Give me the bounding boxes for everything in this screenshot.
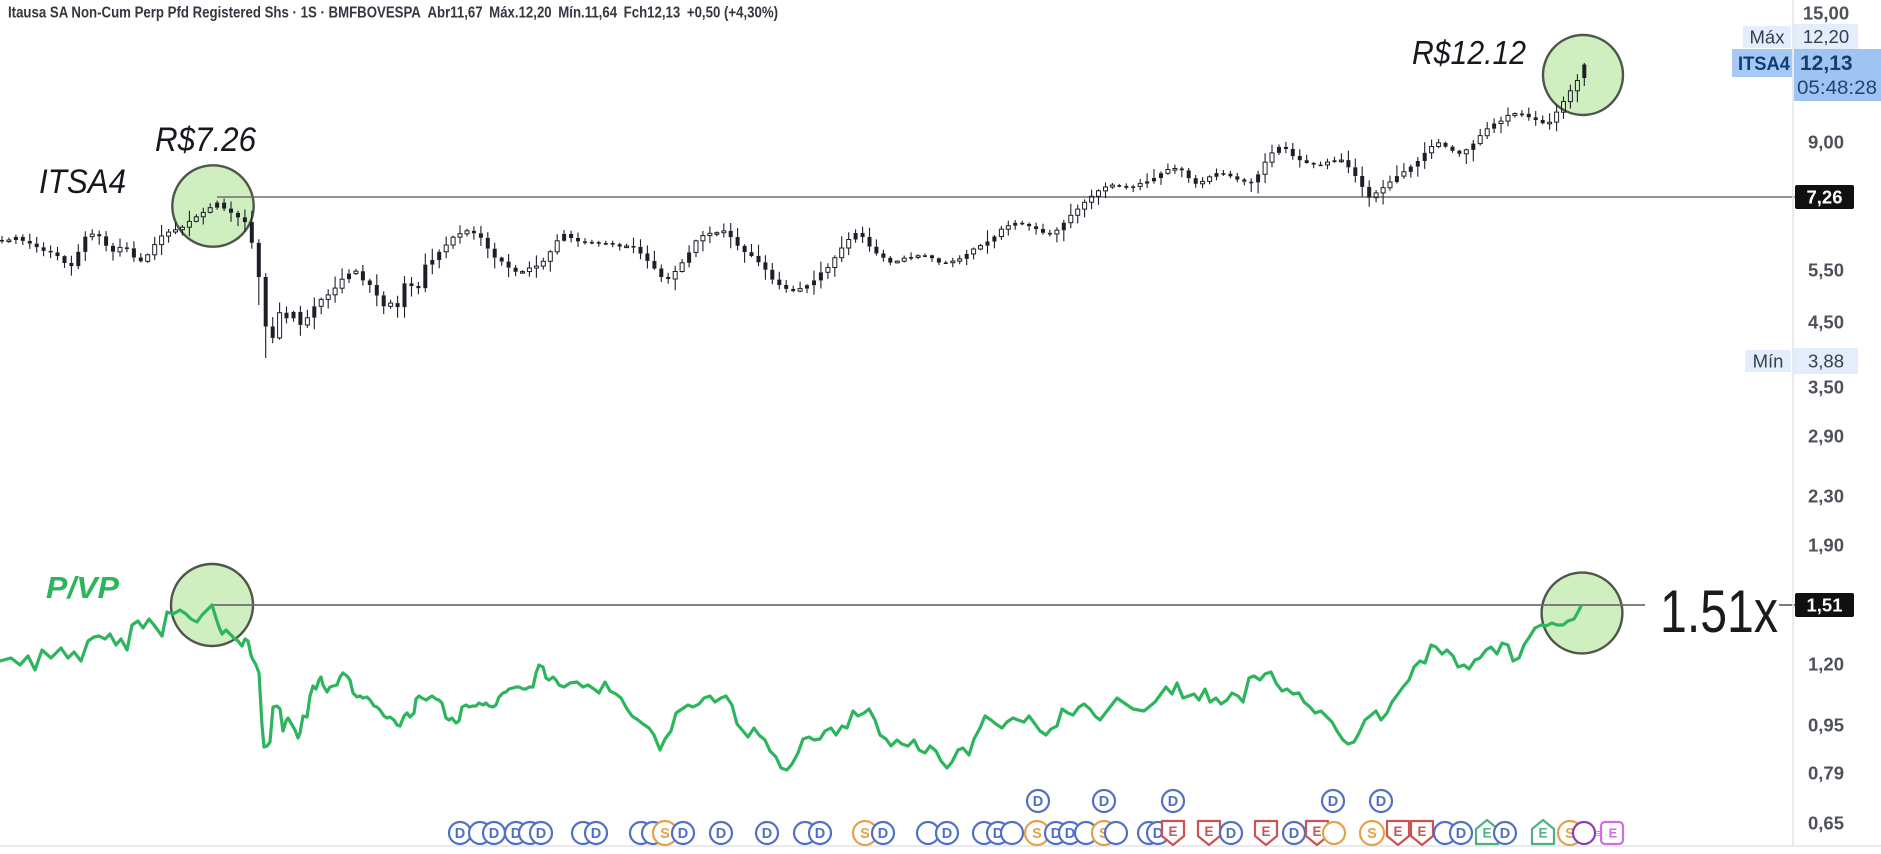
svg-text:D: D [511, 826, 521, 842]
svg-text:12,13: 12,13 [1800, 52, 1853, 75]
svg-text:D: D [1328, 794, 1338, 810]
svg-text:9,00: 9,00 [1808, 132, 1844, 153]
svg-text:D: D [1065, 826, 1075, 842]
svg-text:E: E [1204, 824, 1213, 839]
svg-text:ITSA4: ITSA4 [1738, 54, 1790, 75]
svg-text:0,79: 0,79 [1808, 763, 1844, 784]
svg-text:D: D [1500, 826, 1510, 842]
svg-text:E: E [1261, 824, 1270, 839]
svg-text:7,26: 7,26 [1806, 187, 1842, 208]
svg-text:D: D [1376, 794, 1386, 810]
svg-text:Máx: Máx [1750, 27, 1786, 48]
svg-text:S: S [660, 826, 670, 842]
svg-text:D: D [716, 826, 726, 842]
svg-text:D: D [455, 826, 465, 842]
svg-text:E: E [1312, 824, 1321, 839]
svg-text:S: S [1032, 826, 1042, 842]
svg-text:E: E [1168, 824, 1177, 839]
svg-text:2,90: 2,90 [1808, 426, 1844, 447]
svg-text:D: D [1226, 826, 1236, 842]
svg-text:D: D [1168, 794, 1178, 810]
svg-text:Itausa SA Non-Cum Perp Pfd Reg: Itausa SA Non-Cum Perp Pfd Registered Sh… [8, 5, 778, 22]
svg-text:S: S [860, 826, 870, 842]
svg-text:0,65: 0,65 [1808, 813, 1844, 834]
svg-text:R$7.26: R$7.26 [155, 121, 256, 159]
svg-text:Mín: Mín [1753, 351, 1784, 372]
svg-text:4,50: 4,50 [1808, 312, 1844, 333]
svg-text:S: S [1367, 826, 1377, 842]
svg-text:E: E [1482, 826, 1491, 841]
svg-text:D: D [1051, 826, 1061, 842]
svg-text:D: D [1033, 794, 1043, 810]
svg-text:1,51: 1,51 [1806, 595, 1842, 616]
svg-text:3,50: 3,50 [1808, 377, 1844, 398]
svg-text:0,95: 0,95 [1808, 715, 1844, 736]
svg-text:E: E [1538, 826, 1547, 841]
svg-text:D: D [993, 826, 1003, 842]
svg-text:D: D [942, 826, 952, 842]
svg-text:E: E [1417, 824, 1426, 839]
svg-text:1.51x: 1.51x [1660, 578, 1778, 645]
svg-text:1,90: 1,90 [1808, 535, 1844, 556]
svg-text:D: D [1456, 826, 1466, 842]
svg-text:D: D [536, 826, 546, 842]
svg-text:E: E [1609, 826, 1618, 841]
svg-text:E: E [1393, 824, 1402, 839]
svg-text:D: D [1289, 826, 1299, 842]
svg-text:12,20: 12,20 [1803, 26, 1849, 47]
svg-text:S: S [1565, 826, 1575, 842]
svg-text:1,20: 1,20 [1808, 654, 1844, 675]
svg-text:D: D [815, 826, 825, 842]
svg-text:5,50: 5,50 [1808, 260, 1844, 281]
svg-text:D: D [489, 826, 499, 842]
svg-text:D: D [878, 826, 888, 842]
svg-text:2,30: 2,30 [1808, 486, 1844, 507]
svg-text:15,00: 15,00 [1803, 3, 1849, 24]
svg-text:3,88: 3,88 [1808, 351, 1844, 372]
svg-text:R$12.12: R$12.12 [1412, 34, 1526, 71]
svg-text:D: D [762, 826, 772, 842]
svg-text:D: D [1099, 794, 1109, 810]
svg-text:ITSA4: ITSA4 [39, 163, 126, 201]
svg-text:D: D [591, 826, 601, 842]
svg-text:D: D [1153, 826, 1163, 842]
svg-text:≡: ≡ [1596, 828, 1602, 840]
svg-text:D: D [678, 826, 688, 842]
svg-text:P/VP: P/VP [46, 570, 119, 605]
svg-text:05:48:28: 05:48:28 [1797, 77, 1877, 99]
